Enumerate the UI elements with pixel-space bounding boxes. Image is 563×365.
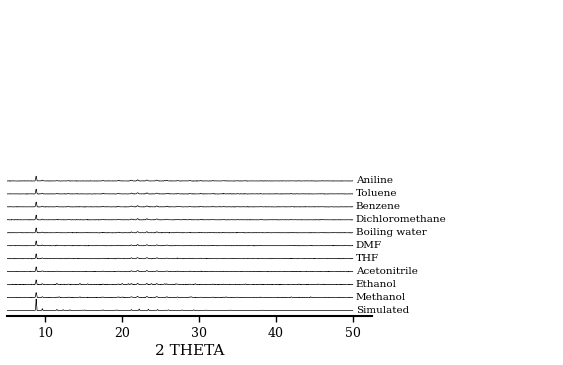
Text: Benzene: Benzene	[356, 202, 401, 211]
Text: Aniline: Aniline	[356, 176, 393, 185]
Text: Ethanol: Ethanol	[356, 280, 397, 289]
X-axis label: 2 THETA: 2 THETA	[155, 344, 224, 358]
Text: DMF: DMF	[356, 241, 382, 250]
Text: Methanol: Methanol	[356, 293, 406, 302]
Text: THF: THF	[356, 254, 379, 263]
Text: Simulated: Simulated	[356, 306, 409, 315]
Text: Acetonitrile: Acetonitrile	[356, 267, 418, 276]
Text: Toluene: Toluene	[356, 189, 397, 198]
Text: Dichloromethane: Dichloromethane	[356, 215, 446, 224]
Text: Boiling water: Boiling water	[356, 228, 427, 237]
